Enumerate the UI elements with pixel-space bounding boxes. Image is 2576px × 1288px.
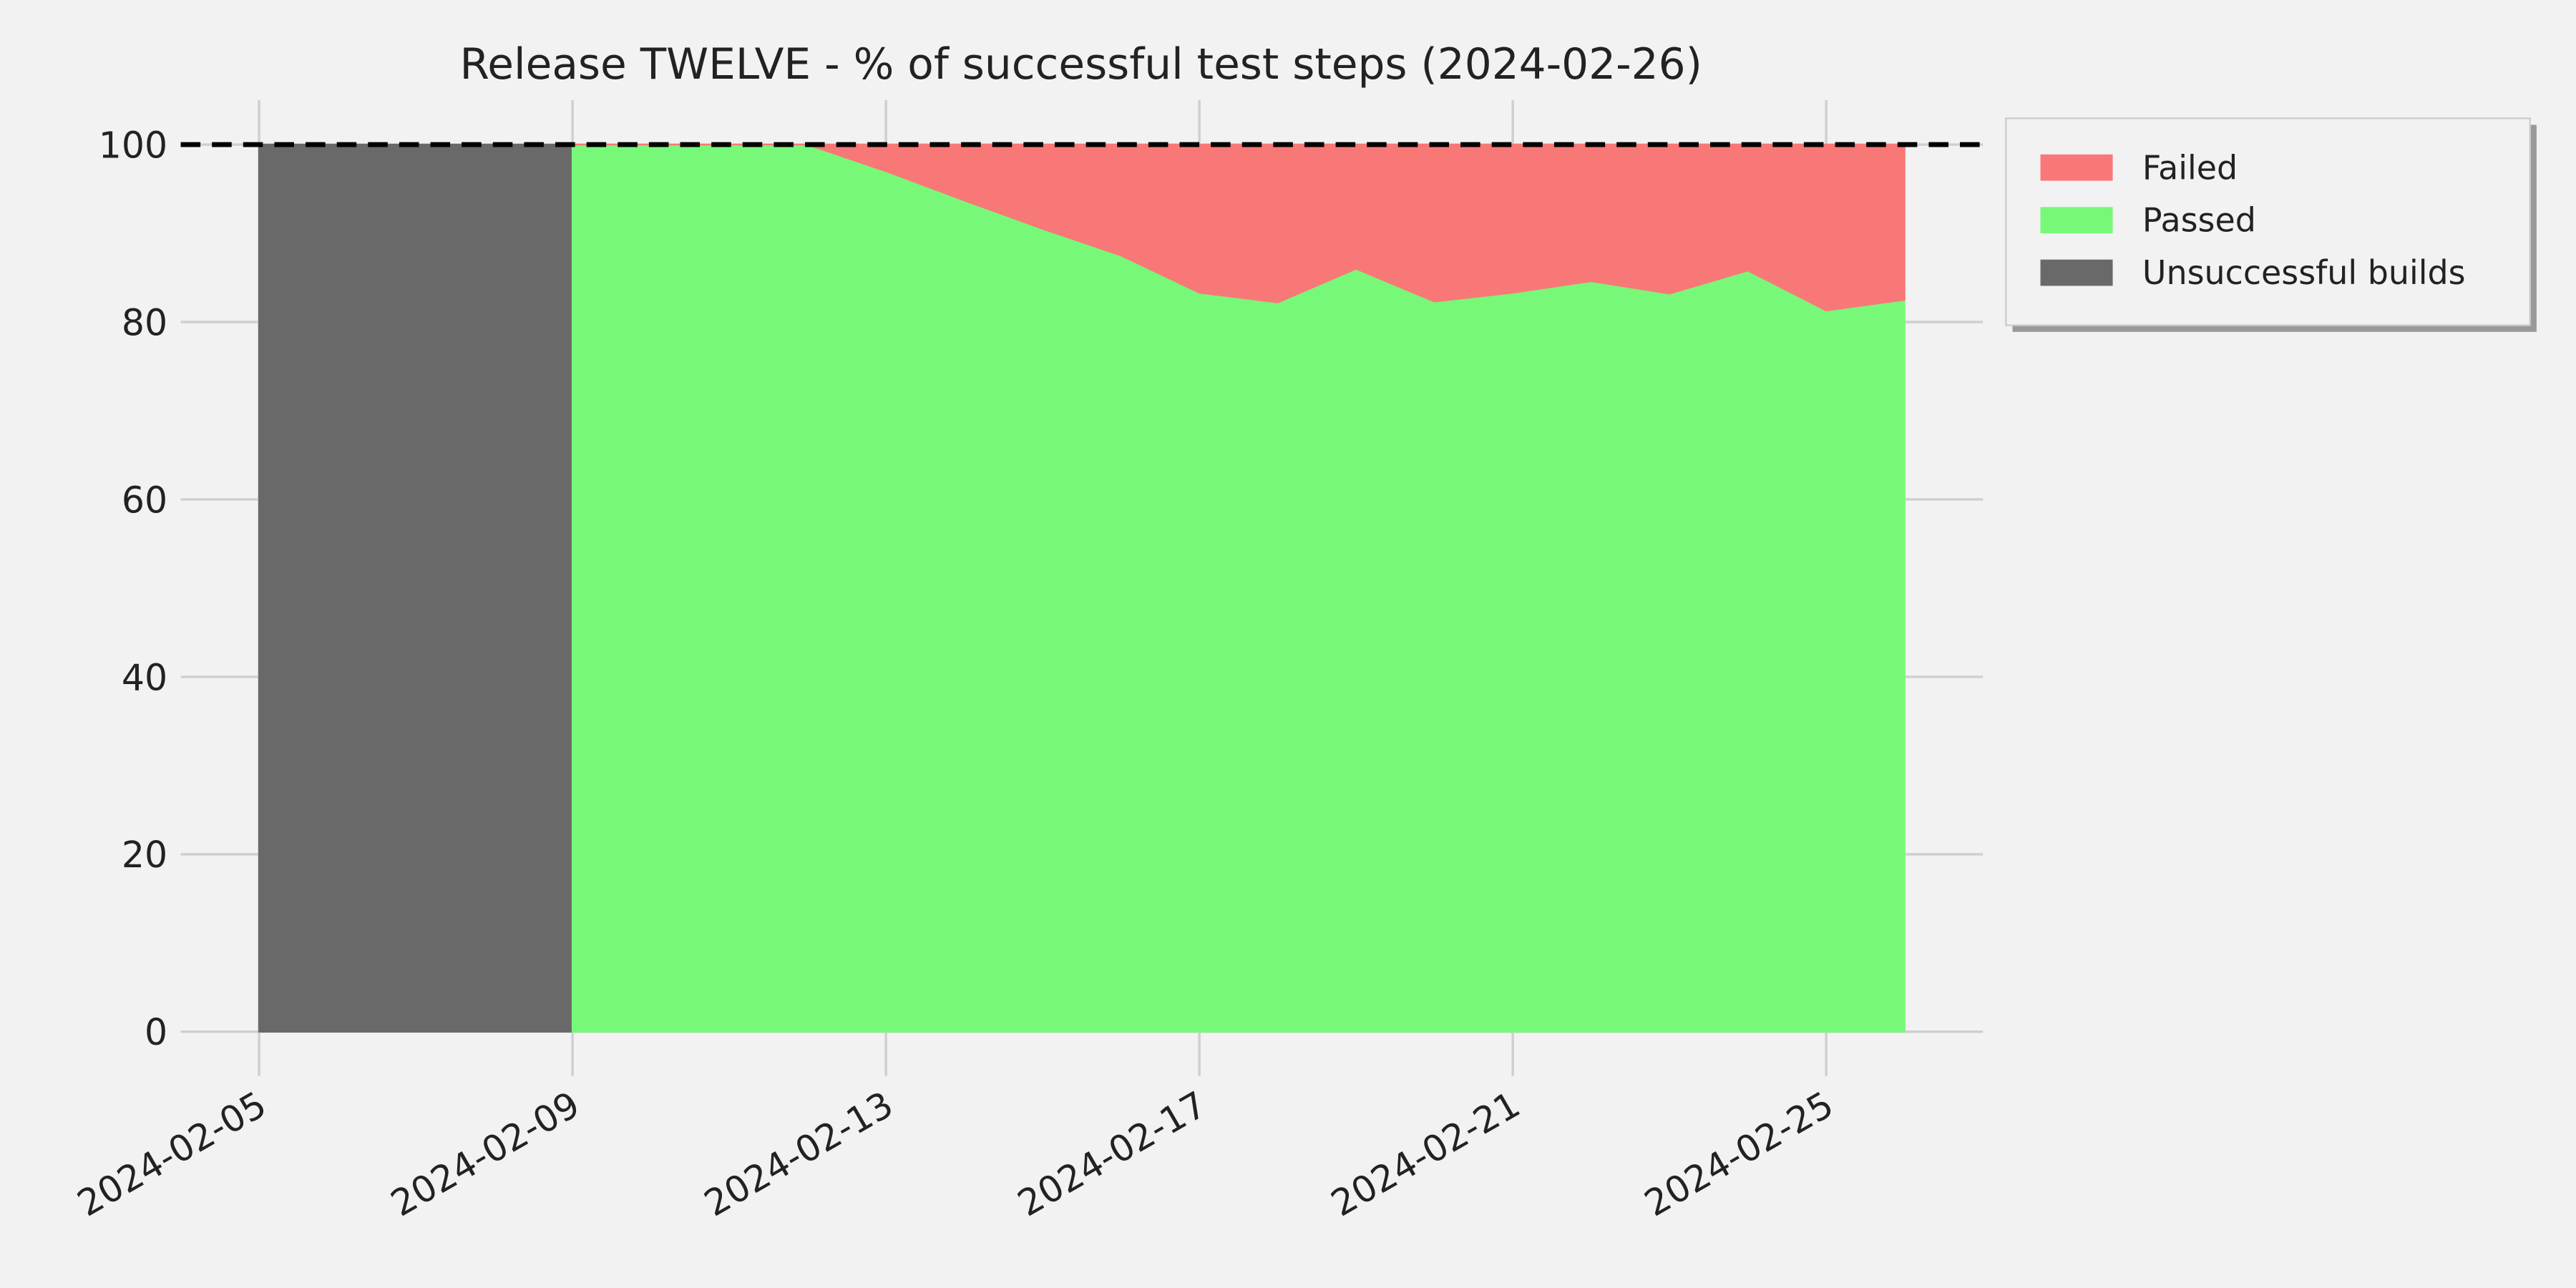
- y-tick-label: 0: [145, 1011, 167, 1053]
- y-tick-label: 20: [122, 834, 167, 876]
- legend-label: Unsuccessful builds: [2142, 253, 2466, 292]
- legend-label: Passed: [2142, 201, 2256, 240]
- y-tick-label: 100: [99, 124, 167, 166]
- legend-label: Failed: [2142, 148, 2238, 187]
- chart-title: Release TWELVE - % of successful test st…: [460, 40, 1702, 89]
- legend-swatch: [2040, 207, 2113, 234]
- y-tick-label: 60: [122, 479, 167, 521]
- legend-swatch: [2040, 259, 2113, 286]
- y-tick-label: 80: [122, 301, 167, 343]
- areas: [180, 142, 1984, 1033]
- y-tick-label: 40: [122, 656, 167, 698]
- legend: Failed Passed Unsuccessful builds: [2005, 117, 2537, 332]
- area: [258, 143, 574, 1033]
- legend-swatch: [2040, 154, 2113, 181]
